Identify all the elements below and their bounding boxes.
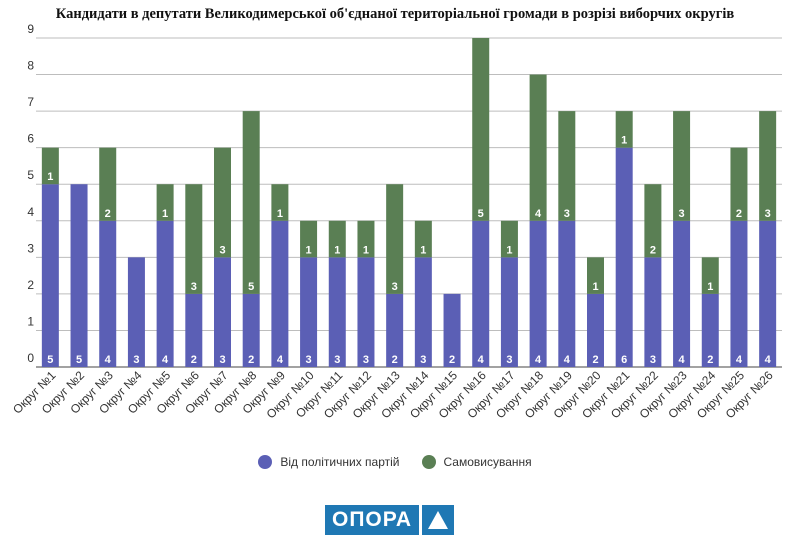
data-label-parties: 4 [679,354,686,366]
data-label-parties: 2 [707,354,713,366]
bar-self [759,111,776,221]
bar-parties [157,221,174,367]
data-label-self: 3 [679,208,685,220]
data-label-self: 1 [334,244,340,256]
y-tick-label: 3 [27,241,34,255]
data-label-parties: 2 [191,354,197,366]
data-label-self: 2 [650,244,656,256]
data-label-self: 1 [621,135,627,147]
data-label-parties: 3 [650,354,656,366]
y-tick-label: 4 [27,205,34,219]
data-label-parties: 4 [478,354,485,366]
bar-parties [214,257,231,367]
data-label-self: 1 [506,244,512,256]
data-label-self: 1 [162,208,168,220]
data-label-self: 3 [191,281,197,293]
legend-swatch-parties [258,455,272,469]
bar-parties [415,257,432,367]
y-tick-label: 6 [27,132,34,146]
data-label-self: 1 [420,244,426,256]
data-label-self: 3 [219,244,225,256]
y-tick-label: 1 [27,314,34,328]
data-label-self: 1 [306,244,312,256]
data-label-self: 1 [707,281,713,293]
data-label-parties: 3 [133,354,139,366]
data-label-parties: 3 [219,354,225,366]
legend: Від політичних партій Самовисування [0,455,790,469]
bar-parties [71,184,88,367]
data-label-parties: 4 [105,354,112,366]
bar-parties [128,257,145,367]
data-label-self: 3 [564,208,570,220]
data-label-self: 3 [392,281,398,293]
data-label-parties: 4 [736,354,743,366]
bar-self [472,38,489,221]
logo-text: ОПОРА [325,505,419,535]
data-label-parties: 5 [47,354,53,366]
data-label-parties: 4 [535,354,542,366]
legend-label-self: Самовисування [444,455,532,469]
data-label-self: 4 [535,208,542,220]
data-label-parties: 5 [76,354,82,366]
bar-parties [300,257,317,367]
y-tick-label: 5 [27,168,34,182]
data-label-parties: 2 [392,354,398,366]
y-tick-label: 2 [27,278,34,292]
data-label-parties: 2 [248,354,254,366]
bar-parties [99,221,116,367]
data-label-parties: 6 [621,354,627,366]
data-label-parties: 2 [449,354,455,366]
bar-self [673,111,690,221]
data-label-self: 2 [736,208,742,220]
data-label-parties: 3 [506,354,512,366]
legend-item-self[interactable]: Самовисування [422,455,532,469]
data-label-self: 1 [363,244,369,256]
bar-parties [501,257,518,367]
bar-self [386,184,403,294]
data-label-parties: 4 [162,354,169,366]
bar-parties [558,221,575,367]
data-label-self: 1 [277,208,283,220]
data-label-self: 2 [105,208,111,220]
data-label-self: 1 [592,281,598,293]
bar-parties [357,257,374,367]
bar-self [214,148,231,258]
bar-parties [530,221,547,367]
bar-parties [616,148,633,367]
triangle-icon [422,505,454,535]
data-label-parties: 4 [277,354,284,366]
legend-item-parties[interactable]: Від політичних партій [258,455,399,469]
y-tick-label: 9 [27,22,34,36]
data-label-parties: 3 [363,354,369,366]
bar-parties [472,221,489,367]
data-label-self: 5 [478,208,484,220]
y-tick-label: 8 [27,59,34,73]
bar-self [243,111,260,294]
data-label-parties: 4 [765,354,772,366]
bar-parties [730,221,747,367]
data-label-parties: 4 [564,354,571,366]
data-label-parties: 3 [306,354,312,366]
y-tick-label: 0 [27,351,34,365]
bar-parties [329,257,346,367]
bar-self [185,184,202,294]
data-label-self: 5 [248,281,254,293]
data-label-self: 3 [765,208,771,220]
bar-parties [644,257,661,367]
bar-parties [673,221,690,367]
bar-parties [42,184,59,367]
bar-self [530,75,547,221]
bar-self [558,111,575,221]
data-label-self: 1 [47,171,53,183]
bar-parties [271,221,288,367]
opora-logo: ОПОРА [325,505,454,535]
data-label-parties: 2 [592,354,598,366]
legend-swatch-self [422,455,436,469]
y-tick-label: 7 [27,95,34,109]
bar-parties [759,221,776,367]
data-label-parties: 3 [420,354,426,366]
data-label-parties: 3 [334,354,340,366]
legend-label-parties: Від політичних партій [280,455,399,469]
